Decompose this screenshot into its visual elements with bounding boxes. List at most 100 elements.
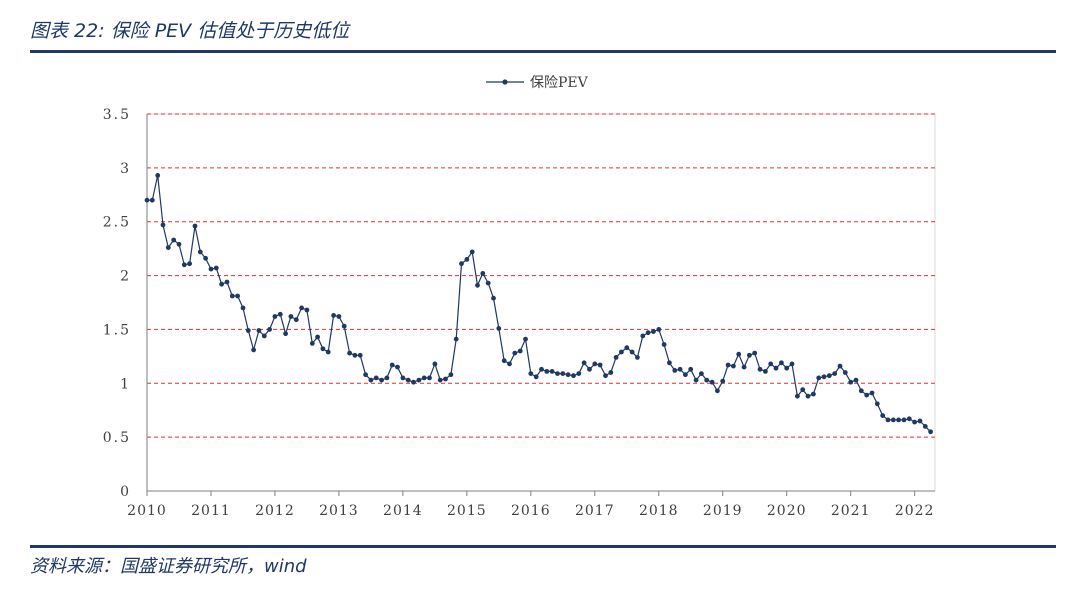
data-point [192, 223, 198, 229]
data-point [880, 413, 886, 418]
data-point [155, 173, 161, 178]
data-point [592, 361, 598, 367]
data-point [683, 372, 688, 378]
data-point [837, 363, 843, 369]
data-point [789, 361, 795, 367]
y-tick-label: 3.5 [103, 107, 131, 123]
data-point [779, 360, 784, 366]
data-point [629, 349, 635, 355]
data-point [597, 362, 603, 368]
data-point [800, 387, 806, 393]
x-tick-label: 2020 [767, 503, 807, 519]
data-point [448, 372, 454, 378]
data-point [267, 327, 272, 332]
data-point [352, 352, 358, 358]
data-point [816, 375, 822, 381]
data-point [176, 241, 182, 247]
data-point [485, 280, 491, 286]
data-point [912, 419, 917, 425]
x-tick-label: 2019 [703, 503, 743, 519]
y-tick-label: 0.5 [103, 430, 131, 446]
data-point [763, 369, 768, 374]
data-point [651, 329, 656, 334]
data-point [747, 352, 752, 358]
data-point [731, 363, 736, 369]
data-point [555, 371, 560, 376]
figure-title: 图表 22: 保险 PEV 估值处于历史低位 [30, 20, 350, 42]
data-point [693, 377, 699, 383]
data-point [336, 314, 342, 319]
data-point [197, 249, 203, 255]
data-point [672, 368, 678, 373]
data-point [864, 392, 870, 398]
data-point [890, 417, 896, 423]
data-point [661, 342, 667, 347]
data-point [165, 245, 171, 251]
data-point [560, 371, 566, 376]
data-point [288, 314, 294, 319]
data-point [411, 379, 416, 385]
data-point [357, 352, 363, 358]
data-point [208, 266, 214, 272]
data-point [496, 326, 502, 331]
data-point [613, 355, 619, 360]
data-point [885, 417, 891, 423]
data-point [309, 341, 315, 346]
data-point [581, 360, 587, 366]
data-point [587, 366, 592, 372]
data-point [277, 311, 283, 317]
data-point [576, 371, 582, 376]
chart-container: 0 0.5 1 1.5 2 2.5 3 3.5 2010 2011 2012 2013 2014 2015… [0, 56, 1080, 542]
data-point [688, 366, 694, 372]
data-point [624, 345, 630, 351]
data-point [149, 197, 155, 203]
x-tick-label: 2010 [127, 503, 167, 519]
data-point [917, 418, 923, 424]
data-point [725, 362, 731, 368]
data-point [640, 333, 646, 339]
data-point [656, 327, 662, 332]
data-point [784, 365, 790, 371]
y-tick-label: 0 [120, 484, 131, 500]
data-point [256, 328, 262, 333]
data-point [144, 197, 150, 203]
data-point [741, 364, 747, 370]
data-point [160, 222, 166, 228]
plot-frame [146, 113, 936, 492]
data-point [773, 365, 779, 371]
data-point [229, 293, 235, 299]
x-tick-label: 2015 [447, 503, 487, 519]
footer-rule [30, 545, 1056, 548]
x-tick-label: 2017 [575, 503, 615, 519]
data-point [677, 366, 683, 372]
data-point [432, 361, 438, 367]
data-point [416, 377, 422, 383]
data-point [533, 374, 539, 380]
x-tick-label: 2022 [895, 503, 935, 519]
y-tick-label: 2.5 [103, 215, 131, 231]
data-point [363, 372, 368, 378]
header-rule [30, 50, 1056, 53]
data-point [645, 330, 651, 336]
data-point [501, 358, 507, 364]
data-point [795, 393, 800, 399]
y-tick-label: 3 [120, 161, 131, 177]
data-point [523, 336, 528, 342]
x-tick-label: 2021 [831, 503, 871, 519]
data-point [928, 429, 933, 435]
data-point [858, 388, 864, 394]
data-point [464, 257, 470, 262]
data-point [187, 261, 193, 267]
data-point [922, 424, 928, 429]
data-point [272, 314, 278, 319]
data-point [459, 261, 464, 267]
data-point [715, 388, 720, 394]
data-point [805, 393, 811, 399]
data-point [704, 377, 710, 383]
data-point [896, 417, 901, 423]
data-point [400, 375, 406, 381]
y-tick-label: 1.5 [103, 322, 131, 338]
data-point [757, 366, 763, 372]
data-point [517, 348, 523, 354]
data-point [826, 373, 832, 379]
